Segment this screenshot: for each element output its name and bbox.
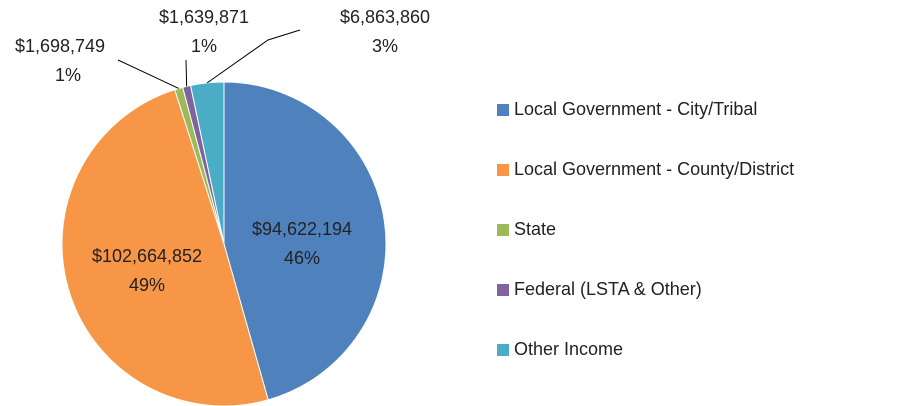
data-label: $1,639,871: [159, 7, 249, 27]
legend-swatch: [497, 344, 509, 356]
legend-label: Local Government - County/District: [514, 159, 794, 179]
percent-label: 49%: [129, 275, 165, 295]
pie-slice: [61, 89, 269, 406]
leader-line: [206, 29, 301, 84]
percent-label: 46%: [284, 248, 320, 268]
data-label: $102,664,852: [92, 246, 202, 266]
percent-label: 3%: [372, 36, 398, 56]
percent-label: 1%: [55, 65, 81, 85]
percent-label: 1%: [191, 36, 217, 56]
data-label: $1,698,749: [15, 36, 105, 56]
pie-slice: [189, 81, 225, 245]
data-label: $6,863,860: [340, 7, 430, 27]
legend-swatch: [497, 164, 509, 176]
legend-label: Other Income: [514, 339, 623, 359]
legend-swatch: [497, 284, 509, 296]
legend-swatch: [497, 104, 509, 116]
legend-label: Federal (LSTA & Other): [514, 279, 702, 299]
leader-line: [117, 59, 179, 89]
leader-line: [185, 59, 188, 87]
legend-label: Local Government - City/Tribal: [514, 99, 757, 119]
pie-slice: [223, 81, 387, 401]
legend-swatch: [497, 224, 509, 236]
data-label: $94,622,194: [252, 219, 352, 239]
legend-label: State: [514, 219, 556, 239]
